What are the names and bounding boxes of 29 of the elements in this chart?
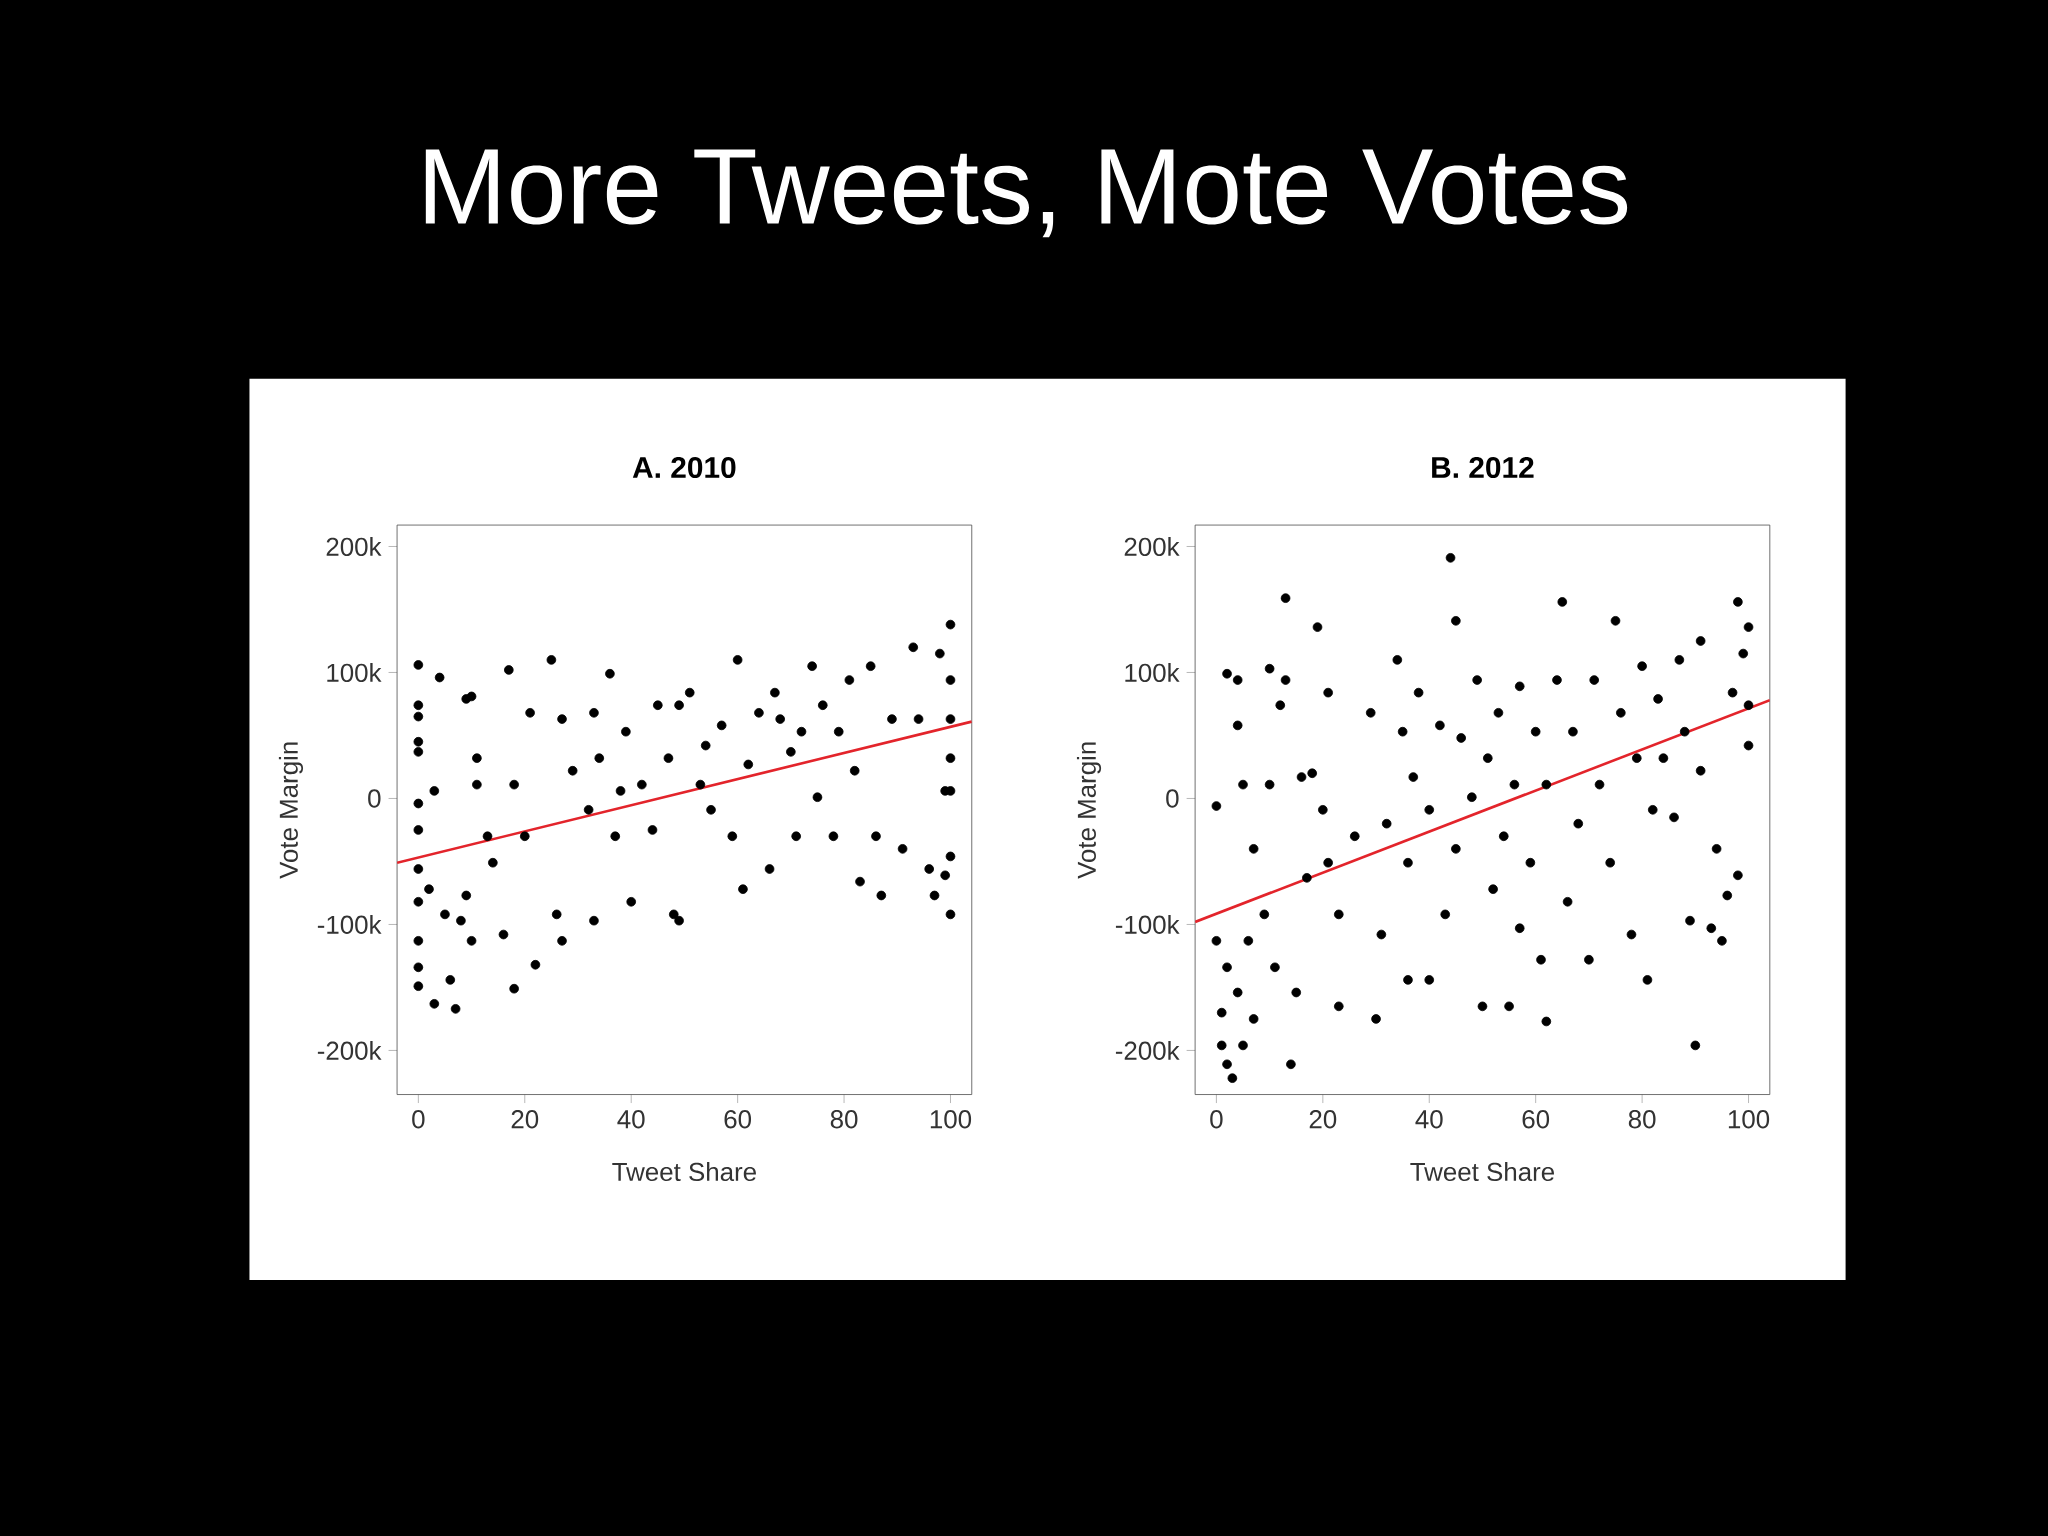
x-axis-title: Tweet Share [1410,1162,1554,1182]
x-tick-label: 60 [1522,1110,1550,1129]
chart-subtitle: A. 2010 [632,456,736,479]
y-tick-label: -200k [317,1040,382,1060]
y-tick-label: 0 [1166,789,1179,808]
x-tick-label: 20 [1309,1110,1337,1129]
y-axis-title: Vote Margin [278,742,304,879]
x-tick-label: 100 [930,1110,972,1129]
x-tick-label: 0 [1210,1110,1223,1129]
x-tick-label: 20 [511,1110,539,1129]
y-tick-label: 100k [1125,662,1180,682]
x-tick-label: 0 [412,1110,425,1129]
y-tick-label: 0 [368,789,381,808]
x-tick-label: 80 [830,1110,858,1129]
y-axis-title: Vote Margin [1076,742,1102,879]
x-tick-label: 60 [724,1110,752,1129]
y-tick-label: -200k [1115,1040,1180,1060]
y-tick-label: 200k [1124,536,1180,556]
x-tick-label: 80 [1628,1110,1656,1129]
x-axis-title: Tweet Share [612,1162,756,1182]
x-tick-label: 100 [1728,1110,1770,1129]
y-tick-label: 200k [326,536,382,556]
x-tick-label: 40 [1415,1110,1443,1129]
chart-subtitle: B. 2012 [1432,456,1534,479]
y-tick-label: 100k [327,662,382,682]
chart-title: More Tweets, Mote Votes [425,149,1628,238]
x-tick-label: 40 [617,1110,645,1129]
y-tick-label: -100k [1115,914,1180,934]
y-tick-label: -100k [317,914,382,934]
